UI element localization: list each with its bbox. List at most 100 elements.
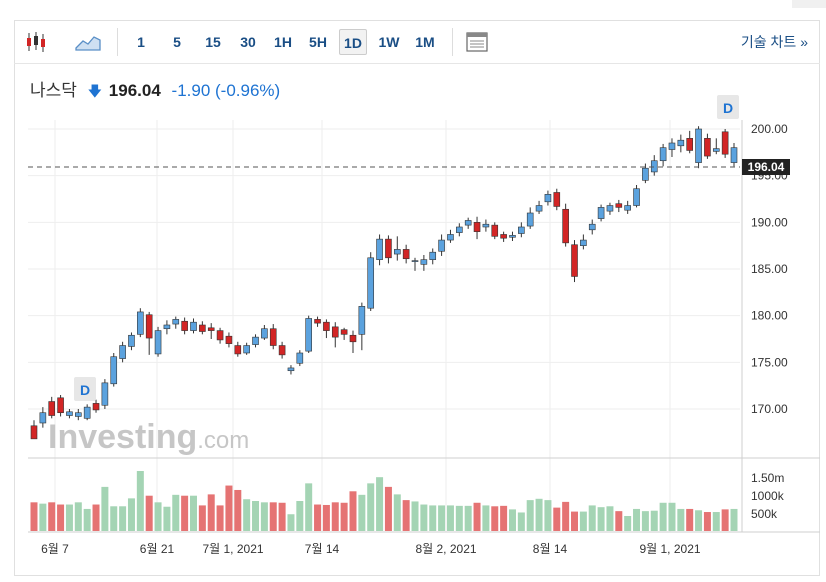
volume-bar: [367, 483, 375, 531]
volume-bar: [181, 495, 189, 531]
volume-bar: [278, 502, 286, 531]
down-candle: [181, 320, 188, 331]
interval-1-button[interactable]: 1: [137, 34, 145, 50]
volume-bar: [119, 506, 127, 531]
up-candle: [668, 142, 676, 150]
interval-5-button[interactable]: 5: [173, 34, 181, 50]
volume-bar: [455, 505, 463, 531]
volume-bar: [376, 477, 384, 531]
up-candle: [411, 260, 419, 262]
volume-bar: [712, 512, 720, 531]
down-candle: [225, 335, 233, 344]
volume-axis: 1.50m 1000k 500k: [751, 471, 785, 521]
volume-bar: [110, 506, 118, 531]
volume-bar: [438, 505, 446, 531]
volume-bar: [624, 516, 632, 531]
interval-1w-button[interactable]: 1W: [378, 34, 400, 50]
volume-bar: [491, 506, 499, 531]
volume-bar: [83, 508, 91, 531]
volume-bar: [606, 506, 614, 531]
volume-bar: [198, 505, 206, 531]
volume-bar: [358, 494, 366, 531]
volume-bar: [74, 502, 82, 531]
volume-bar: [260, 502, 268, 531]
down-candle: [278, 345, 286, 356]
down-candle: [234, 345, 242, 355]
volume-bar: [207, 494, 215, 531]
down-candle: [402, 249, 410, 260]
interval-5h-button[interactable]: 5H: [309, 34, 327, 50]
up-candle: [305, 318, 312, 352]
dividend-marker[interactable]: D: [74, 377, 96, 401]
interval-1d-button[interactable]: 1D: [339, 29, 367, 55]
candlesticks: [30, 126, 738, 440]
investing-watermark: Investing.com: [48, 418, 249, 456]
volume-bar: [420, 504, 428, 531]
down-candle: [686, 138, 693, 151]
volume-bar: [500, 505, 508, 531]
interval-15-button[interactable]: 15: [205, 34, 221, 50]
down-candle: [269, 328, 277, 346]
volume-bar: [668, 502, 676, 531]
candlestick-chart-icon[interactable]: [24, 30, 50, 54]
volume-bar: [473, 502, 481, 531]
up-candle: [252, 336, 259, 345]
toolbar-separator: [117, 28, 118, 56]
area-chart-icon[interactable]: [74, 30, 102, 54]
volume-bar: [544, 500, 552, 531]
volume-bar: [677, 508, 685, 531]
down-candle: [473, 222, 481, 232]
price-tick-label: 175.00: [751, 355, 788, 369]
volume-bar: [252, 501, 260, 531]
volume-bar: [721, 509, 729, 531]
volume-bar: [571, 511, 579, 531]
volume-bar: [429, 505, 437, 531]
table-view-icon[interactable]: [464, 30, 490, 54]
volume-bar: [615, 511, 623, 531]
up-candle: [243, 345, 250, 354]
volume-bar: [331, 502, 339, 531]
interval-1h-button[interactable]: 1H: [274, 34, 292, 50]
volume-bar: [508, 509, 516, 531]
down-candle: [314, 319, 321, 324]
volume-bar: [314, 504, 322, 531]
dividend-marker[interactable]: D: [717, 95, 739, 119]
up-candle: [695, 128, 702, 163]
time-tick-label: 9월 1, 2021: [639, 542, 700, 556]
down-candle: [207, 327, 215, 331]
up-candle: [597, 207, 605, 219]
down-candle: [385, 238, 392, 259]
technical-chart-link[interactable]: 기술 차트 »: [740, 34, 808, 50]
down-candle: [571, 244, 578, 277]
down-candle: [340, 329, 348, 335]
volume-bar: [703, 512, 711, 531]
volume-bar: [296, 501, 304, 531]
down-candle: [145, 314, 153, 339]
up-candle: [420, 259, 428, 265]
down-candle: [615, 203, 623, 208]
volume-bars: [30, 471, 738, 531]
down-candle: [331, 326, 339, 338]
time-tick-label: 8월 14: [533, 542, 568, 556]
up-candle: [650, 160, 658, 173]
up-candle: [137, 311, 144, 335]
volume-bar: [482, 505, 490, 531]
up-candle: [464, 220, 472, 226]
up-candle: [456, 226, 463, 233]
volume-bar: [163, 506, 171, 531]
quote-header: 나스닥 🡇 196.04 -1.90 (-0.96%): [30, 76, 280, 105]
price-change: -1.90 (-0.96%): [172, 81, 281, 100]
up-candle: [712, 148, 720, 152]
volume-bar: [322, 504, 330, 531]
time-tick-label: 8월 2, 2021: [415, 542, 476, 556]
volume-bar: [234, 489, 242, 531]
volume-bar: [340, 502, 348, 531]
interval-30-button[interactable]: 30: [240, 34, 256, 50]
change-percent: (-0.96%): [215, 81, 281, 100]
up-candle: [482, 223, 490, 228]
interval-1m-button[interactable]: 1M: [415, 34, 435, 50]
time-tick-label: 6월 21: [140, 542, 175, 556]
down-candle: [199, 324, 206, 332]
last-price-tag: 196.04: [742, 159, 790, 175]
